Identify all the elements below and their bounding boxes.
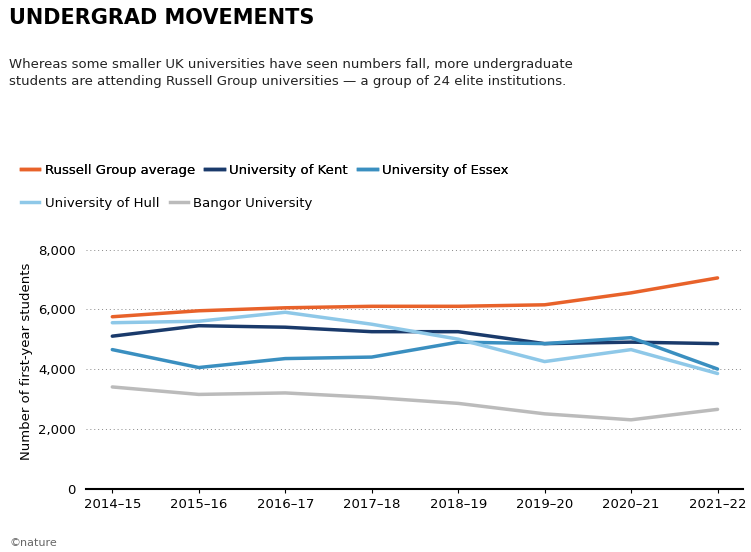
Legend: Russell Group average, University of Kent, University of Essex: Russell Group average, University of Ken… bbox=[16, 158, 514, 182]
Text: ©nature: ©nature bbox=[9, 538, 57, 548]
Text: Whereas some smaller UK universities have seen numbers fall, more undergraduate
: Whereas some smaller UK universities hav… bbox=[9, 58, 573, 88]
Y-axis label: Number of first-year students: Number of first-year students bbox=[20, 263, 32, 460]
Text: UNDERGRAD MOVEMENTS: UNDERGRAD MOVEMENTS bbox=[9, 8, 315, 28]
Legend: University of Hull, Bangor University: University of Hull, Bangor University bbox=[16, 192, 318, 215]
